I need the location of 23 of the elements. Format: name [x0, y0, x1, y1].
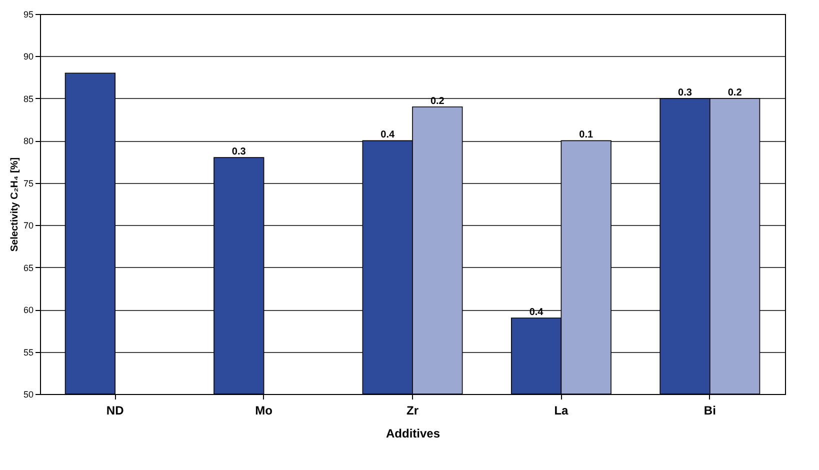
x-tick-label: ND	[106, 404, 124, 418]
annotation: 0.3	[232, 146, 246, 158]
y-tick-label: 85	[23, 94, 34, 104]
x-axis-title: Additives	[386, 426, 440, 440]
annotation: 0.4	[380, 130, 395, 141]
x-tick-label: Mo	[255, 404, 272, 418]
y-tick-label: 80	[23, 136, 34, 146]
x-tick-label: Bi	[704, 404, 716, 418]
annotation: 0.3	[678, 87, 692, 98]
y-tick-label: 70	[23, 220, 34, 231]
x-tick-label: Zr	[406, 404, 419, 418]
y-tick-label: 50	[23, 390, 34, 400]
y-tick-label: 60	[23, 305, 34, 316]
x-tick-label: La	[554, 404, 569, 418]
annotation: 0.2	[728, 87, 742, 98]
annotation: 0.2	[430, 96, 445, 107]
y-tick-label: 95	[23, 10, 34, 20]
y-tick-label: 90	[23, 52, 34, 62]
y-tick-label: 55	[23, 347, 34, 358]
y-tick-label: 75	[23, 178, 34, 188]
y-tick-label: 65	[23, 262, 34, 273]
annotation: 0.1	[579, 130, 594, 141]
y-axis-title: Selectivity C₂H₄ [%]	[9, 157, 20, 252]
